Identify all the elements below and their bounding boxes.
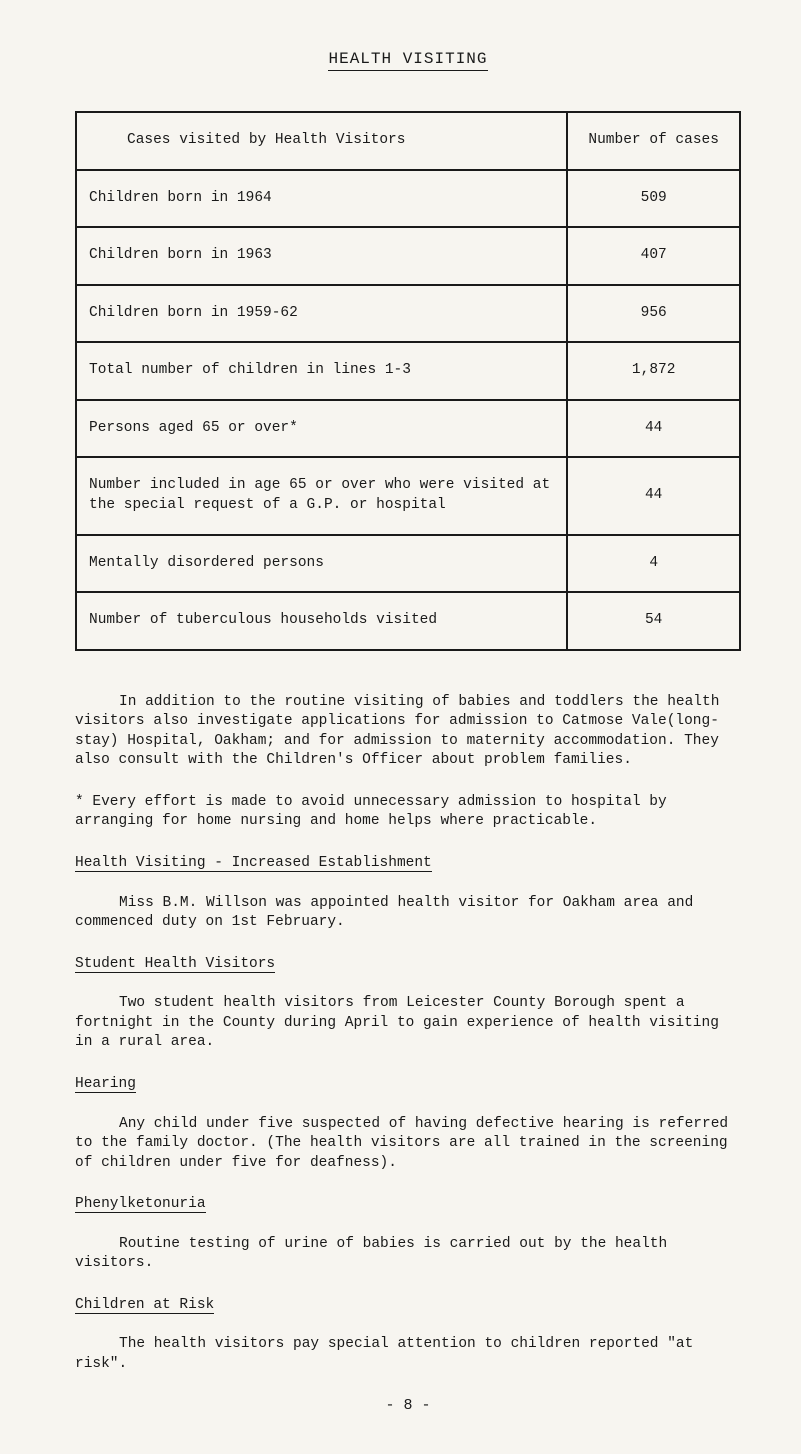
header-cases: Cases visited by Health Visitors (77, 113, 566, 169)
table-row: Children born in 1963 407 (76, 227, 740, 285)
row-label: Number included in age 65 or over who we… (77, 458, 566, 533)
cases-table: Cases visited by Health Visitors Number … (75, 111, 741, 651)
row-value: 54 (568, 593, 739, 649)
heading-establishment: Health Visiting - Increased Establishmen… (75, 854, 741, 874)
row-value: 956 (568, 286, 739, 342)
row-label: Persons aged 65 or over* (77, 401, 566, 457)
table-row: Number included in age 65 or over who we… (76, 457, 740, 534)
paragraph-phenylketonuria: Routine testing of urine of babies is ca… (75, 1235, 741, 1274)
paragraph-children-at-risk: The health visitors pay special attentio… (75, 1335, 741, 1374)
heading-hearing: Hearing (75, 1075, 741, 1095)
row-value: 1,872 (568, 343, 739, 399)
paragraph-addition: In addition to the routine visiting of b… (75, 693, 741, 771)
table-row: Number of tuberculous households visited… (76, 592, 740, 650)
paragraph-asterisk-note: * Every effort is made to avoid unnecess… (75, 793, 741, 832)
row-value: 44 (568, 401, 739, 457)
row-value: 44 (568, 468, 739, 524)
row-value: 4 (568, 536, 739, 592)
row-value: 509 (568, 171, 739, 227)
heading-student-visitors: Student Health Visitors (75, 955, 741, 975)
table-row: Total number of children in lines 1-3 1,… (76, 342, 740, 400)
paragraph-student-visitors: Two student health visitors from Leicest… (75, 994, 741, 1053)
page-number: - 8 - (75, 1397, 741, 1414)
table-header-row: Cases visited by Health Visitors Number … (76, 112, 740, 170)
paragraph-establishment: Miss B.M. Willson was appointed health v… (75, 894, 741, 933)
table-row: Persons aged 65 or over* 44 (76, 400, 740, 458)
header-number: Number of cases (568, 113, 739, 169)
table-row: Mentally disordered persons 4 (76, 535, 740, 593)
row-label: Number of tuberculous households visited (77, 593, 566, 649)
heading-phenylketonuria: Phenylketonuria (75, 1195, 741, 1215)
table-row: Children born in 1959-62 956 (76, 285, 740, 343)
table-row: Children born in 1964 509 (76, 170, 740, 228)
row-label: Children born in 1959-62 (77, 286, 566, 342)
row-label: Mentally disordered persons (77, 536, 566, 592)
row-label: Total number of children in lines 1-3 (77, 343, 566, 399)
row-value: 407 (568, 228, 739, 284)
page-title: HEALTH VISITING (328, 50, 487, 71)
heading-children-at-risk: Children at Risk (75, 1296, 741, 1316)
row-label: Children born in 1963 (77, 228, 566, 284)
paragraph-hearing: Any child under five suspected of having… (75, 1115, 741, 1174)
row-label: Children born in 1964 (77, 171, 566, 227)
